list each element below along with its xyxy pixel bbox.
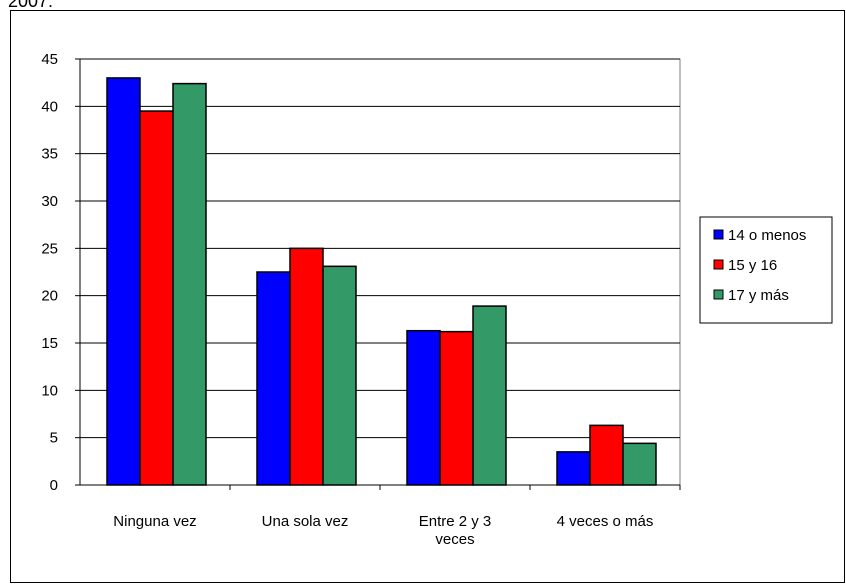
- bar: [439, 330, 474, 486]
- chart-frame: [10, 10, 845, 583]
- legend-label: 17 y más: [728, 287, 789, 304]
- bar: [589, 424, 624, 486]
- legend-label: 14 o menos: [728, 227, 806, 244]
- bars: [106, 77, 657, 486]
- bar: [172, 82, 207, 486]
- x-tick-label: 4 veces o más: [557, 513, 654, 530]
- y-tick-label: 25: [41, 240, 58, 257]
- legend-label: 15 y 16: [728, 257, 777, 274]
- bar: [556, 451, 591, 486]
- legend: 14 o menos 15 y 16 17 y más: [699, 216, 833, 324]
- legend-swatch: [713, 259, 724, 270]
- bar: [289, 247, 324, 486]
- bar: [622, 442, 657, 486]
- caption-text: 2007:: [8, 0, 54, 11]
- bar: [106, 77, 141, 486]
- bar: [256, 271, 291, 486]
- legend-swatch: [713, 289, 724, 300]
- y-tick-label: 40: [41, 98, 58, 115]
- y-tick-label: 20: [41, 288, 58, 305]
- bar: [322, 265, 357, 486]
- x-tick-label: Una sola vez: [262, 513, 349, 530]
- y-tick-label: 30: [41, 193, 58, 210]
- y-tick-label: 10: [41, 382, 58, 399]
- axes: 0 5 10 15 20 25 30 35 40 45 Ninguna vez Una sola ve…: [41, 51, 681, 548]
- bar: [139, 110, 174, 486]
- x-tick-label: Ninguna vez: [113, 513, 196, 530]
- y-tick-label: 35: [41, 146, 58, 163]
- legend-swatch: [713, 229, 724, 240]
- x-tick-label: veces: [435, 531, 474, 548]
- x-tick-label: Entre 2 y 3: [419, 513, 492, 530]
- y-tick-label: 45: [41, 51, 58, 68]
- bar: [472, 305, 507, 486]
- y-tick-label: 5: [50, 430, 58, 447]
- y-tick-label: 0: [50, 477, 58, 494]
- bar: [406, 329, 441, 486]
- y-tick-label: 15: [41, 335, 58, 352]
